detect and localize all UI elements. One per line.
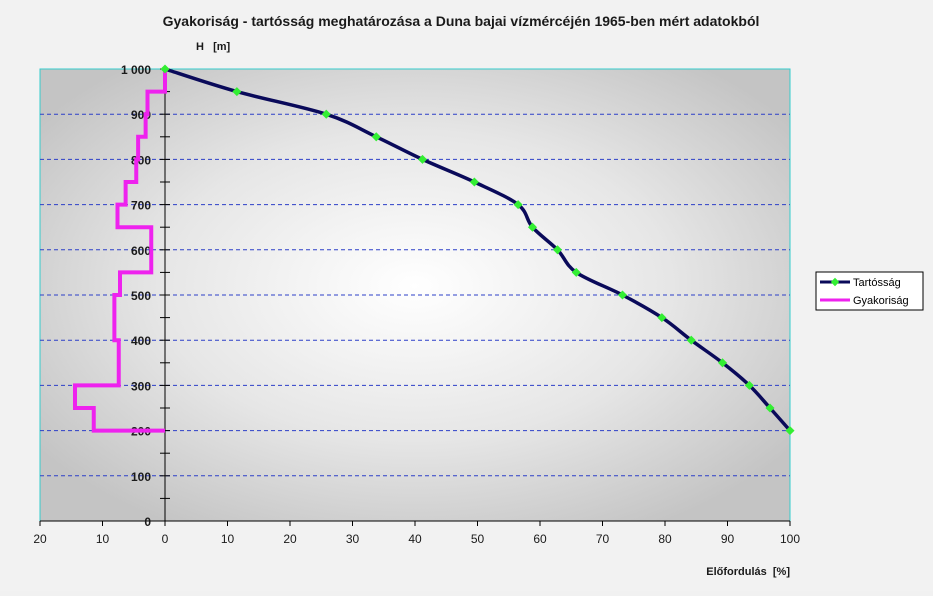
- x-tick-label-60: 60: [533, 532, 547, 546]
- x-tick-label-70: 70: [596, 532, 610, 546]
- legend-label-tartossag: Tartósság: [853, 277, 901, 289]
- tartossag-point-1000: [160, 64, 170, 74]
- y-tick-label-300: 300: [131, 379, 151, 393]
- legend-box: [815, 271, 924, 311]
- y-tick-label-700: 700: [131, 199, 151, 213]
- tartossag-point-350: [717, 358, 728, 368]
- tartossag-point-300: [744, 380, 754, 390]
- y-tick-label-800: 800: [131, 153, 151, 167]
- x-tick-label--20: 20: [33, 532, 47, 546]
- gyakorisag-line: [73, 69, 167, 433]
- y-tick-label-1000: 1 000: [121, 63, 151, 77]
- tartossag-point-900: [321, 109, 331, 119]
- legend-label-gyakorisag: Gyakoriság: [853, 295, 909, 307]
- y-tick-label-500: 500: [131, 289, 151, 303]
- tartossag-point-550: [571, 267, 581, 277]
- x-tick-label--10: 10: [96, 532, 110, 546]
- y-tick-label-600: 600: [131, 244, 151, 258]
- grid-lines: [40, 113, 790, 477]
- y-tick-label-0: 0: [144, 515, 151, 529]
- x-tick-label-100: 100: [780, 532, 800, 546]
- tartossag-point-950: [232, 87, 242, 97]
- x-tick-label-20: 20: [283, 532, 297, 546]
- x-tick-label-80: 80: [658, 532, 672, 546]
- x-tick-label-50: 50: [471, 532, 485, 546]
- y-axis-label: H [m]: [196, 41, 231, 53]
- x-tick-label-10: 10: [221, 532, 235, 546]
- x-tick-label-30: 30: [346, 532, 360, 546]
- x-tick-label-90: 90: [721, 532, 735, 546]
- chart-title: Gyakoriság - tartósság meghatározása a D…: [163, 13, 760, 29]
- x-axis-label: Előfordulás [%]: [706, 566, 790, 578]
- legend-marker-tartossag: [830, 277, 840, 287]
- y-tick-label-100: 100: [131, 470, 151, 484]
- y-tick-label-400: 400: [131, 334, 151, 348]
- legend: Tartósság Gyakoriság: [815, 271, 924, 311]
- x-tick-label-40: 40: [408, 532, 422, 546]
- x-tick-label-0: 0: [162, 532, 169, 546]
